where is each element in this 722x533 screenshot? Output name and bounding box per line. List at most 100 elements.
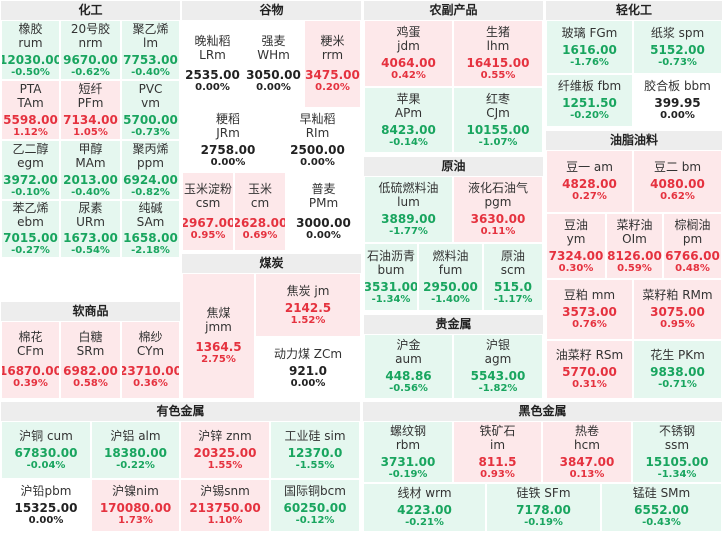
contract-name: 玻璃 FGm	[561, 25, 618, 40]
quote-tile[interactable]: 苯乙烯 ebm 7015.00 -0.27%	[1, 200, 60, 258]
contract-code: rum	[18, 35, 43, 50]
quote-tile[interactable]: 生猪 lhm 16415.00 0.55%	[453, 20, 543, 87]
contract-name: 沪铝 alm	[110, 428, 161, 443]
contract-name: 红枣	[485, 91, 510, 106]
quote-tile[interactable]: 粳稻 JRm 2758.00 0.00%	[182, 108, 274, 172]
quote-tile[interactable]: 沪金 aum 448.86 -0.56%	[364, 334, 453, 399]
quote-tile[interactable]: 短纤 PFm 7134.00 1.05%	[60, 80, 121, 140]
quote-tile[interactable]: 锰硅 SMm 6552.00 -0.43%	[601, 483, 722, 532]
change-percent: -0.73%	[131, 126, 170, 138]
quote-tile[interactable]: 白糖 SRm 6982.00 0.58%	[60, 321, 121, 399]
quote-tile[interactable]: 焦炭 jm 2142.5 1.52%	[255, 273, 361, 337]
quote-tile[interactable]: 菜籽油 OIm 8126.00 0.59%	[606, 213, 663, 279]
quote-tile[interactable]: PVC vm 5700.00 -0.73%	[121, 80, 180, 140]
last-price: 3531.00	[364, 279, 418, 294]
quote-tile[interactable]: 棉花 CFm 16870.00 0.39%	[1, 321, 60, 399]
quote-tile[interactable]: 线材 wrm 4223.00 -0.21%	[363, 483, 486, 532]
quote-tile[interactable]: 尿素 URm 1673.00 -0.54%	[60, 200, 121, 258]
quote-tile[interactable]: PTA TAm 5598.00 1.12%	[1, 80, 60, 140]
contract-code: lhm	[486, 39, 510, 53]
last-price: 20325.00	[193, 445, 257, 460]
quote-tile[interactable]: 胶合板 bbm 399.95 0.00%	[633, 74, 722, 127]
change-percent: -0.04%	[26, 459, 66, 471]
quote-tile[interactable]: 晚籼稻 LRm 2535.00 0.00%	[182, 20, 243, 108]
quote-tile[interactable]: 沪银 agm 5543.00 -1.82%	[453, 334, 543, 399]
last-price: 2142.5	[284, 300, 332, 315]
quote-tile[interactable]: 纸浆 spm 5152.00 -0.73%	[633, 20, 722, 74]
quote-tile[interactable]: 燃料油 fum 2950.00 -1.40%	[418, 243, 483, 311]
quote-tile[interactable]: 红枣 CJm 10155.00 -1.07%	[453, 87, 543, 153]
section-title: 有色金属	[1, 402, 360, 422]
quote-tile[interactable]: 沪镍nim 170080.00 1.73%	[91, 479, 180, 532]
quote-tile[interactable]: 花生 PKm 9838.00 -0.71%	[633, 340, 722, 399]
contract-code: MAm	[75, 155, 106, 170]
quote-tile[interactable]: 工业硅 sim 12370.0 -1.55%	[270, 421, 360, 479]
change-percent: 0.36%	[133, 378, 168, 389]
quote-tile[interactable]: 豆粕 mm 3573.00 0.76%	[546, 279, 633, 340]
quote-tile[interactable]: 玉米 cm 2628.00 0.69%	[234, 172, 286, 251]
quote-tile[interactable]: 20号胶 nrm 9670.00 -0.62%	[60, 20, 121, 80]
quote-tile[interactable]: 纤维板 fbm 1251.50 -0.20%	[546, 74, 633, 127]
quote-tile[interactable]: 粳米 rrm 3475.00 0.20%	[304, 20, 361, 108]
quote-tile[interactable]: 豆一 am 4828.00 0.27%	[546, 150, 633, 213]
quote-tile[interactable]: 螺纹钢 rbm 3731.00 -0.19%	[363, 421, 453, 483]
quote-tile[interactable]: 棉纱 CYm 23710.00 0.36%	[121, 321, 180, 399]
quote-tile[interactable]: 沪铅pbm 15325.00 0.00%	[1, 479, 91, 532]
last-price: 18380.00	[103, 445, 167, 460]
quote-tile[interactable]: 不锈钢 ssm 15105.00 -1.34%	[632, 421, 722, 483]
quote-tile[interactable]: 苹果 APm 8423.00 -0.14%	[364, 87, 453, 153]
last-price: 1616.00	[562, 42, 617, 57]
quote-tile[interactable]: 菜籽粕 RMm 3075.00 0.95%	[633, 279, 722, 340]
quote-tile[interactable]: 鸡蛋 jdm 4064.00 0.42%	[364, 20, 453, 87]
quote-tile[interactable]: 棕榈油 pm 6766.00 0.48%	[663, 213, 722, 279]
last-price: 6924.00	[123, 172, 178, 187]
quote-tile[interactable]: 硅铁 SFm 7178.00 -0.19%	[486, 483, 601, 532]
quote-tile[interactable]: 低硫燃料油 lum 3889.00 -1.77%	[364, 176, 453, 243]
last-price: 515.0	[494, 279, 532, 294]
contract-name: 鸡蛋	[396, 25, 421, 39]
quote-tile[interactable]: 乙二醇 egm 3972.00 -0.10%	[1, 140, 60, 200]
quote-tile[interactable]: 玻璃 FGm 1616.00 -1.76%	[546, 20, 633, 74]
last-price: 3847.00	[559, 454, 615, 469]
change-percent: 0.59%	[617, 262, 652, 274]
quote-tile[interactable]: 普麦 PMm 3000.00 0.00%	[286, 172, 361, 251]
quote-tile[interactable]: 橡胶 rum 12030.00 -0.50%	[1, 20, 60, 80]
quote-tile[interactable]: 沪锌 znm 20325.00 1.55%	[180, 421, 270, 479]
quote-tile[interactable]: 聚乙烯 lm 7753.00 -0.40%	[121, 20, 180, 80]
quote-tile[interactable]: 铁矿石 im 811.5 0.93%	[453, 421, 542, 483]
contract-name: 强麦	[261, 34, 286, 48]
quote-tile[interactable]: 液化石油气 pgm 3630.00 0.11%	[453, 176, 543, 243]
contract-name: 沪铅pbm	[20, 484, 72, 498]
quote-tile[interactable]: 热卷 hcm 3847.00 0.13%	[542, 421, 632, 483]
quote-tile[interactable]: 沪铜 cum 67830.00 -0.04%	[1, 421, 91, 479]
contract-name: 豆一 am	[566, 160, 613, 174]
last-price: 3731.00	[380, 454, 436, 469]
quote-tile[interactable]: 强麦 WHm 3050.00 0.00%	[243, 20, 304, 108]
last-price: 2013.00	[63, 172, 118, 187]
contract-name: 橡胶	[18, 21, 43, 36]
change-percent: -0.82%	[131, 186, 170, 198]
quote-tile[interactable]: 石油沥青 bum 3531.00 -1.34%	[364, 243, 418, 311]
quote-tile[interactable]: 国际铜bcm 60250.00 -0.12%	[270, 479, 360, 532]
contract-name: 花生 PKm	[650, 348, 705, 362]
quote-tile[interactable]: 聚丙烯 ppm 6924.00 -0.82%	[121, 140, 180, 200]
quote-tile[interactable]: 豆二 bm 4080.00 0.62%	[633, 150, 722, 213]
quote-tile[interactable]: 玉米淀粉 csm 2967.00 0.95%	[182, 172, 234, 251]
quote-tile[interactable]: 沪锡snm 213750.00 1.10%	[180, 479, 270, 532]
quote-tile[interactable]: 沪铝 alm 18380.00 -0.22%	[91, 421, 180, 479]
last-price: 2500.00	[290, 142, 345, 157]
quote-tile[interactable]: 早籼稻 RIm 2500.00 0.00%	[274, 108, 361, 172]
contract-name: 苯乙烯	[12, 201, 49, 215]
quote-tile[interactable]: 纯碱 SAm 1658.00 -2.18%	[121, 200, 180, 258]
contract-code: ebm	[17, 215, 44, 229]
contract-code: egm	[17, 155, 44, 170]
quote-tile[interactable]: 动力煤 ZCm 921.0 0.00%	[255, 337, 361, 399]
quote-tile[interactable]: 甲醇 MAm 2013.00 -0.40%	[60, 140, 121, 200]
quote-tile[interactable]: 焦煤 jmm 1364.5 2.75%	[182, 273, 255, 399]
section-title: 黑色金属	[363, 402, 722, 422]
contract-code: JRm	[216, 125, 240, 140]
quote-tile[interactable]: 油菜籽 RSm 5770.00 0.31%	[546, 340, 633, 399]
change-percent: -1.34%	[371, 293, 411, 305]
quote-tile[interactable]: 原油 scm 515.0 -1.17%	[483, 243, 543, 311]
quote-tile[interactable]: 豆油 ym 7324.00 0.30%	[546, 213, 606, 279]
